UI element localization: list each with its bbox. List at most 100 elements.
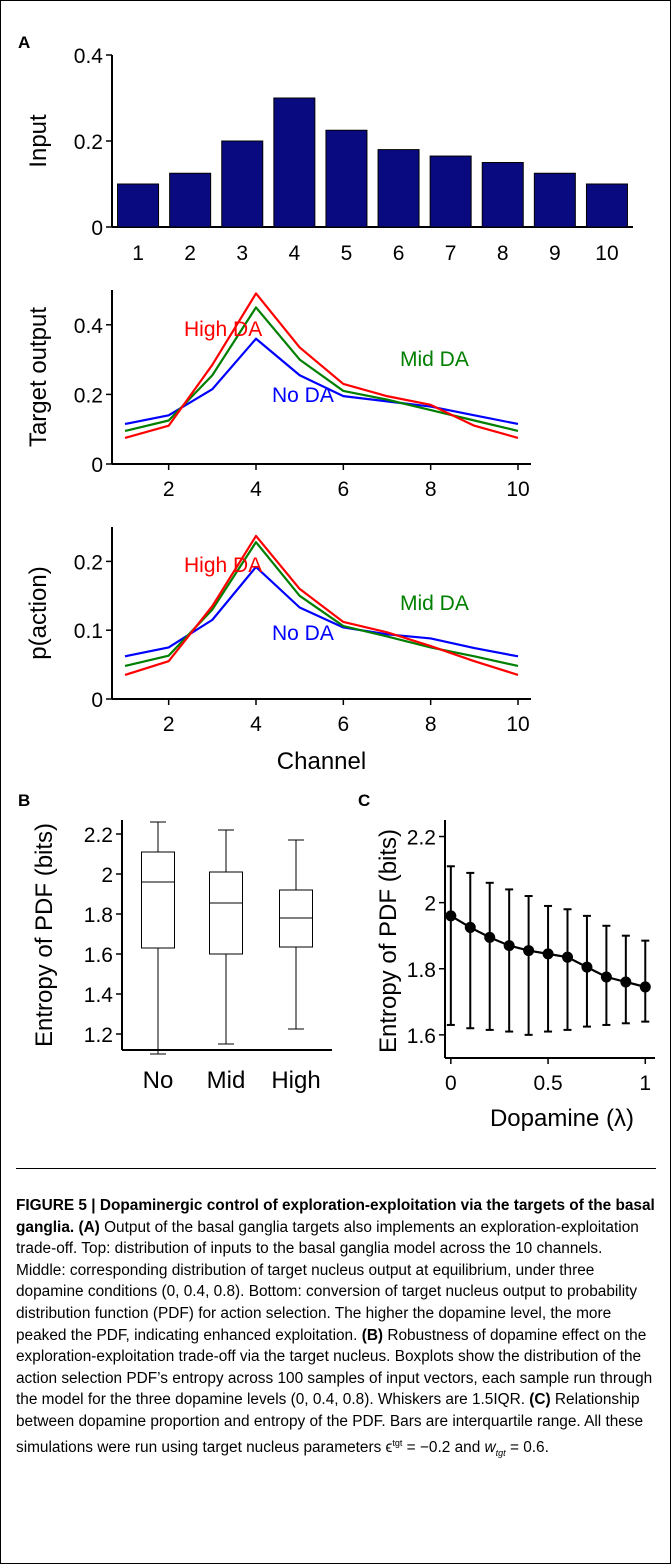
caption-c-text: Relationship between dopamine proportion… (16, 1391, 644, 1456)
x-tick-label: 1 (639, 1072, 651, 1095)
bar (533, 172, 576, 228)
y-tick-label: 0 (91, 454, 103, 477)
x-tick-label: 8 (425, 713, 437, 736)
series-line (124, 292, 519, 439)
y-axis-label: Entropy of PDF (bits) (31, 823, 58, 1047)
caption-b-text: Robustness of dopamine effect on the exp… (16, 1326, 653, 1409)
x-tick-label: 6 (337, 478, 349, 501)
bar (585, 183, 628, 228)
x-tick-label: 2 (163, 478, 175, 501)
caption-rule (16, 1168, 656, 1169)
panel-label-c: C (358, 791, 370, 810)
p-action-line-chart: 2 4 6 8 10 0 0.1 0.2 No DA Mid DA High DA p(action)… (25, 527, 531, 775)
series-label: High DA (184, 318, 262, 341)
box (209, 871, 243, 955)
caption-w-subscript: tgt (495, 1447, 506, 1458)
y-axis-label: Entropy of PDF (bits) (375, 829, 402, 1053)
x-tick-label: 0.5 (533, 1072, 562, 1095)
caption-b-label: (B) (361, 1326, 384, 1344)
x-tick-label: 10 (506, 478, 529, 501)
box (141, 851, 175, 949)
y-axis-label: Input (25, 114, 52, 168)
data-point (464, 921, 476, 933)
data-point (445, 910, 457, 922)
data-point (639, 981, 651, 993)
x-tick-label: 9 (549, 242, 561, 265)
y-axis-label: Target output (25, 307, 52, 447)
y-tick-label: 2 (424, 893, 436, 916)
caption-a-text: Output of the basal ganglia targets also… (16, 1218, 639, 1344)
x-tick-label: 10 (506, 713, 529, 736)
caption-c-label: (C) (529, 1391, 551, 1409)
caption-eps-superscript: tgt (392, 1437, 403, 1448)
y-tick-label: 1.6 (407, 1025, 436, 1048)
x-tick-label: 2 (163, 713, 175, 736)
series-label: Mid DA (400, 592, 469, 615)
y-tick-label: 0.2 (74, 131, 103, 154)
x-tick-label: No (143, 1067, 174, 1094)
y-tick-label: 2.2 (407, 827, 436, 850)
series-line (124, 337, 519, 426)
x-tick-label: 4 (250, 713, 262, 736)
bar (481, 162, 524, 228)
figure-caption: FIGURE 5 | Dopaminergic control of explo… (16, 1195, 656, 1464)
y-tick-label: 0.4 (74, 45, 104, 68)
x-tick-label: 4 (289, 242, 301, 265)
data-point (503, 940, 515, 952)
y-axis-label: p(action) (25, 566, 52, 659)
data-point (600, 971, 612, 983)
input-bar-chart: 1 2 3 4 5 6 7 8 9 10 0 0.2 0.4 Input (25, 45, 633, 265)
x-tick-label: 7 (445, 242, 457, 265)
data-point (562, 951, 573, 963)
x-tick-label: 1 (132, 242, 144, 265)
series-label: No DA (272, 622, 334, 645)
y-tick-label: 2 (101, 864, 113, 887)
caption-eq1: = −0.2 and (402, 1438, 485, 1456)
entropy-boxplot: 1.2 1.4 1.6 1.8 2 2.2 No Mid High Entropy of PDF … (31, 820, 332, 1094)
x-tick-label: 8 (425, 478, 437, 501)
bar (325, 129, 368, 228)
bar (221, 140, 264, 228)
x-tick-label: 5 (341, 242, 353, 265)
x-tick-label: 4 (250, 478, 262, 501)
y-tick-label: 1.4 (84, 984, 114, 1007)
x-axis-label: Dopamine (λ) (490, 1105, 634, 1132)
y-tick-label: 0.2 (74, 384, 103, 407)
y-tick-label: 1.6 (84, 944, 113, 967)
bar (117, 183, 160, 228)
series-label: High DA (184, 554, 262, 577)
panel-label-a: A (18, 33, 30, 52)
data-point (523, 945, 535, 957)
series-label: No DA (272, 384, 334, 407)
x-tick-label: 3 (236, 242, 248, 265)
x-tick-label: 6 (393, 242, 405, 265)
series-label: Mid DA (400, 348, 469, 371)
y-tick-label: 0.1 (74, 620, 103, 643)
x-tick-label: 8 (497, 242, 509, 265)
entropy-vs-dopamine-chart: 1.6 1.8 2 2.2 0 0.5 1 Entropy of PDF (bits) Dopa… (375, 820, 655, 1132)
y-tick-label: 1.8 (407, 959, 436, 982)
x-tick-label: High (271, 1067, 320, 1094)
y-tick-label: 0 (91, 689, 103, 712)
caption-w-symbol: w (484, 1438, 496, 1456)
series-line (124, 534, 519, 676)
y-tick-label: 0 (91, 217, 103, 240)
data-point (542, 948, 554, 960)
caption-title: FIGURE 5 | Dopaminergic control of explo… (16, 1197, 655, 1236)
data-point (620, 976, 632, 988)
data-point (484, 931, 496, 943)
caption-eq2: = 0.6. (505, 1438, 549, 1456)
panel-label-b: B (18, 791, 30, 810)
x-tick-label: 0 (445, 1072, 457, 1095)
caption-a-label: (A) (78, 1218, 100, 1236)
data-point (581, 961, 593, 973)
bar (377, 149, 420, 228)
x-tick-label: 6 (337, 713, 349, 736)
target-output-line-chart: 2 4 6 8 10 0 0.2 0.4 No DA Mid DA High DA Target ou… (25, 290, 531, 501)
bar (429, 155, 472, 228)
y-tick-label: 1.2 (84, 1024, 113, 1047)
x-tick-label: 10 (595, 242, 618, 265)
y-tick-label: 0.4 (74, 315, 104, 338)
bar (169, 172, 212, 228)
